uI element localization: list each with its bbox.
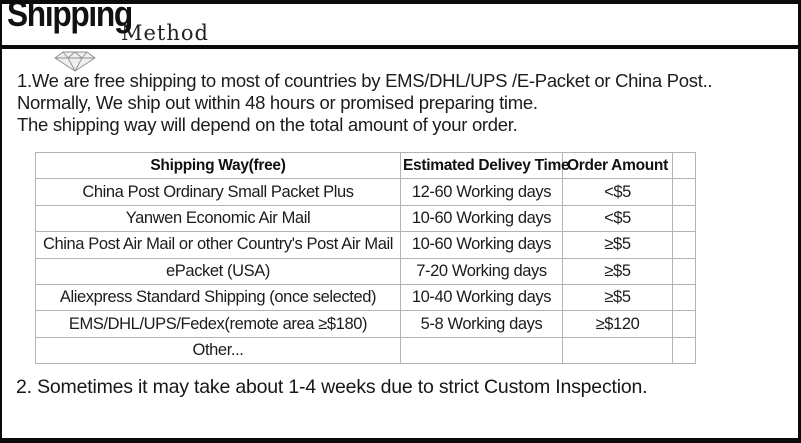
cell-spacer <box>672 257 696 285</box>
shipping-methods-table: Shipping Way(free) Estimated Delivey Tim… <box>35 151 696 365</box>
cell-delivery-time: 5-8 Working days <box>400 310 563 338</box>
cell-shipping-way: EMS/DHL/UPS/Fedex(remote area ≥$180) <box>35 310 401 338</box>
page-subtitle: Method <box>121 21 209 45</box>
frame-left-bar <box>0 0 2 443</box>
table-row: China Post Air Mail or other Country's P… <box>35 231 696 259</box>
table-row: EMS/DHL/UPS/Fedex(remote area ≥$180) 5-8… <box>35 310 696 338</box>
table-row: China Post Ordinary Small Packet Plus 12… <box>35 178 696 206</box>
cell-delivery-time: 12-60 Working days <box>400 178 563 206</box>
cell-shipping-way: ePacket (USA) <box>35 257 401 285</box>
col-header-delivery-time: Estimated Delivey Time <box>400 151 570 180</box>
cell-delivery-time: 10-60 Working days <box>400 204 563 233</box>
intro-line-1: 1.We are free shipping to most of countr… <box>17 70 713 91</box>
cell-spacer <box>672 204 696 233</box>
col-header-spacer <box>672 151 696 180</box>
customs-note: 2. Sometimes it may take about 1-4 weeks… <box>16 376 648 398</box>
table-row: Other... <box>35 336 696 365</box>
cell-spacer <box>672 178 696 206</box>
cell-order-amount <box>562 336 673 365</box>
cell-delivery-time: 10-60 Working days <box>400 231 563 259</box>
cell-order-amount: ≥$120 <box>562 310 673 338</box>
table-header-row: Shipping Way(free) Estimated Delivey Tim… <box>35 151 696 180</box>
frame-top-bar <box>0 0 801 4</box>
table-row: Aliexpress Standard Shipping (once selec… <box>35 283 696 312</box>
header-divider <box>0 45 801 49</box>
diamond-icon <box>53 50 97 77</box>
cell-order-amount: <$5 <box>562 204 673 233</box>
intro-paragraph: 1.We are free shipping to most of countr… <box>17 70 713 137</box>
cell-delivery-time: 7-20 Working days <box>400 257 563 285</box>
cell-delivery-time: 10-40 Working days <box>400 283 563 312</box>
cell-spacer <box>672 283 696 312</box>
frame-bottom-bar <box>0 438 801 443</box>
intro-line-3: The shipping way will depend on the tota… <box>17 114 518 136</box>
table-row: ePacket (USA) 7-20 Working days ≥$5 <box>35 257 696 285</box>
cell-delivery-time <box>400 336 563 365</box>
cell-shipping-way: Aliexpress Standard Shipping (once selec… <box>35 283 401 312</box>
cell-shipping-way: China Post Ordinary Small Packet Plus <box>35 178 401 206</box>
page-title: Shipping <box>7 0 133 34</box>
table-row: Yanwen Economic Air Mail 10-60 Working d… <box>35 204 696 233</box>
col-header-order-amount: Order Amount <box>562 151 673 180</box>
cell-order-amount: ≥$5 <box>562 231 673 259</box>
cell-spacer <box>672 310 696 338</box>
cell-spacer <box>672 231 696 259</box>
cell-shipping-way: Other... <box>35 336 401 365</box>
cell-order-amount: ≥$5 <box>562 283 673 312</box>
intro-line-2: Normally, We ship out within 48 hours or… <box>17 92 538 114</box>
frame-right-bar <box>798 0 801 443</box>
cell-order-amount: ≥$5 <box>562 257 673 285</box>
cell-order-amount: <$5 <box>562 178 673 206</box>
cell-shipping-way: Yanwen Economic Air Mail <box>35 204 401 233</box>
col-header-shipping-way: Shipping Way(free) <box>35 151 401 180</box>
cell-spacer <box>672 336 696 365</box>
cell-shipping-way: China Post Air Mail or other Country's P… <box>35 231 401 259</box>
